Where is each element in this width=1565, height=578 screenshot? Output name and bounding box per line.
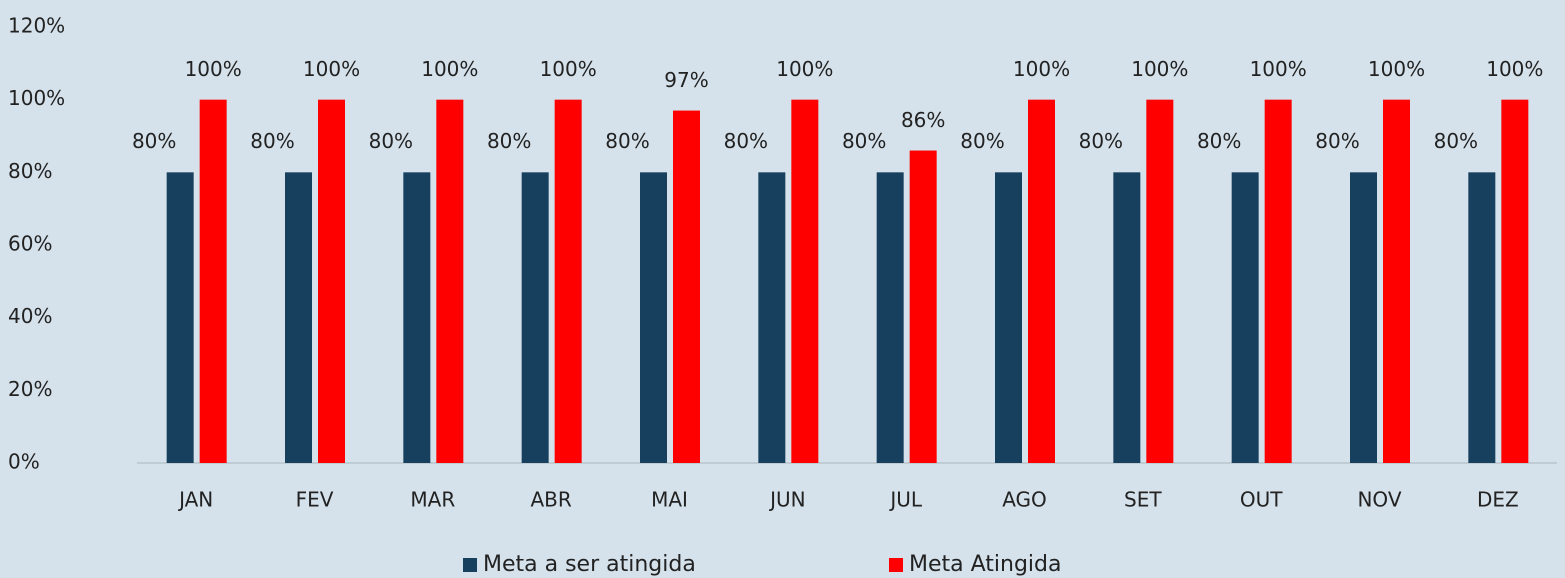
- bar: [403, 172, 431, 464]
- data-label: 100%: [540, 57, 597, 81]
- data-label: 80%: [1079, 129, 1123, 153]
- bar: [436, 99, 464, 464]
- data-label: 100%: [1250, 57, 1307, 81]
- data-label: 100%: [1368, 57, 1425, 81]
- data-label: 100%: [776, 57, 833, 81]
- bar: [1350, 172, 1377, 464]
- x-tick-label: JUL: [888, 488, 923, 512]
- x-tick-label: NOV: [1357, 488, 1401, 512]
- x-tick-label: FEV: [296, 488, 334, 512]
- data-label: 97%: [664, 68, 708, 92]
- data-label: 80%: [724, 129, 768, 153]
- y-tick-label: 20%: [8, 377, 52, 401]
- bar: [1501, 99, 1529, 464]
- data-label: 80%: [605, 129, 649, 153]
- bar: [521, 172, 549, 464]
- y-tick-label: 0%: [8, 450, 40, 474]
- bar: [1383, 99, 1410, 464]
- bar: [285, 172, 312, 464]
- data-label: 86%: [901, 108, 945, 132]
- y-tick-label: 60%: [8, 232, 52, 256]
- x-tick-label: AGO: [1002, 488, 1047, 512]
- bar: [1231, 172, 1259, 464]
- data-label: 80%: [132, 129, 176, 153]
- bar: [554, 99, 582, 464]
- bar: [673, 110, 700, 464]
- legend-label: Meta Atingida: [909, 552, 1062, 577]
- x-tick-label: ABR: [531, 488, 572, 512]
- bar: [1146, 99, 1174, 464]
- data-label: 80%: [960, 129, 1004, 153]
- data-label: 80%: [842, 129, 886, 153]
- bar: [995, 172, 1022, 464]
- data-label: 80%: [369, 129, 413, 153]
- bar: [1468, 172, 1496, 464]
- bar: [318, 99, 345, 464]
- bar: [1264, 99, 1292, 464]
- data-label: 100%: [1486, 57, 1543, 81]
- data-label: 80%: [1315, 129, 1359, 153]
- y-tick-label: 100%: [8, 86, 65, 110]
- bar: [876, 172, 904, 464]
- legend-swatch: [463, 558, 477, 572]
- data-label: 100%: [185, 57, 242, 81]
- x-tick-label: OUT: [1240, 488, 1283, 512]
- bar: [166, 172, 194, 464]
- x-tick-label: MAI: [651, 488, 688, 512]
- bar: [199, 99, 227, 464]
- y-tick-label: 120%: [8, 14, 65, 38]
- data-label: 100%: [1131, 57, 1188, 81]
- x-tick-label: JAN: [177, 488, 213, 512]
- data-label: 80%: [1434, 129, 1478, 153]
- bar: [758, 172, 786, 464]
- legend-swatch: [889, 558, 903, 572]
- bar: [1028, 99, 1055, 464]
- bar: [1113, 172, 1141, 464]
- y-tick-label: 80%: [8, 159, 52, 183]
- bar: [791, 99, 819, 464]
- y-tick-label: 40%: [8, 304, 52, 328]
- x-tick-label: MAR: [410, 488, 455, 512]
- x-tick-label: JUN: [768, 488, 806, 512]
- x-tick-label: SET: [1124, 488, 1162, 512]
- x-tick-label: DEZ: [1477, 488, 1519, 512]
- data-label: 80%: [487, 129, 531, 153]
- bar: [909, 150, 937, 464]
- data-label: 80%: [1197, 129, 1241, 153]
- data-label: 80%: [250, 129, 294, 153]
- data-label: 100%: [421, 57, 478, 81]
- data-label: 100%: [1013, 57, 1070, 81]
- bar: [640, 172, 667, 464]
- legend-label: Meta a ser atingida: [483, 552, 696, 577]
- data-label: 100%: [303, 57, 360, 81]
